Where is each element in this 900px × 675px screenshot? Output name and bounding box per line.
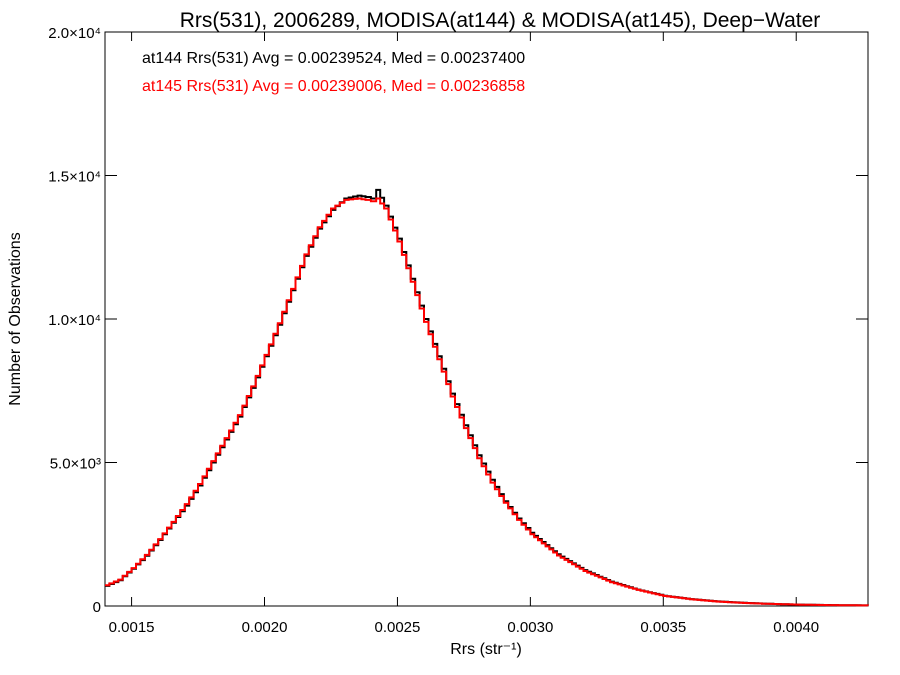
series-layer [105, 188, 869, 607]
chart-title: Rrs(531), 2006289, MODISA(at144) & MODIS… [180, 9, 821, 32]
plot-area-border [104, 31, 869, 607]
x-tick-label: 0.0020 [242, 619, 288, 636]
x-tick-label: 0.0035 [640, 619, 686, 636]
y-tick-label: 1.0×10⁴ [48, 312, 101, 329]
y-axis: 0 5.0×10³ 1.0×10⁴ 1.5×10⁴ 2.0×10⁴ [48, 25, 868, 616]
x-tick-label: 0.0015 [109, 619, 155, 636]
x-axis: 0.0015 0.0020 0.0025 0.0030 0.0035 0.0040 [109, 32, 819, 636]
y-tick-label: 1.5×10⁴ [48, 169, 101, 186]
y-tick-label: 2.0×10⁴ [48, 25, 101, 42]
series-line-at145 [105, 197, 869, 607]
annotations: at144 Rrs(531) Avg = 0.00239524, Med = 0… [142, 50, 525, 95]
y-tick-label: 0 [93, 599, 101, 616]
series-line-at144 [105, 188, 868, 607]
annotation-at144: at144 Rrs(531) Avg = 0.00239524, Med = 0… [142, 50, 525, 67]
annotation-at145: at145 Rrs(531) Avg = 0.00239006, Med = 0… [142, 78, 525, 95]
x-tick-label: 0.0040 [773, 619, 819, 636]
x-axis-label: Rrs (str⁻¹) [450, 641, 522, 658]
x-tick-label: 0.0030 [507, 619, 553, 636]
plot-frame [104, 31, 869, 607]
x-tick-label: 0.0025 [374, 619, 420, 636]
y-tick-label: 5.0×10³ [50, 456, 101, 473]
y-axis-label: Number of Observations [7, 232, 24, 405]
